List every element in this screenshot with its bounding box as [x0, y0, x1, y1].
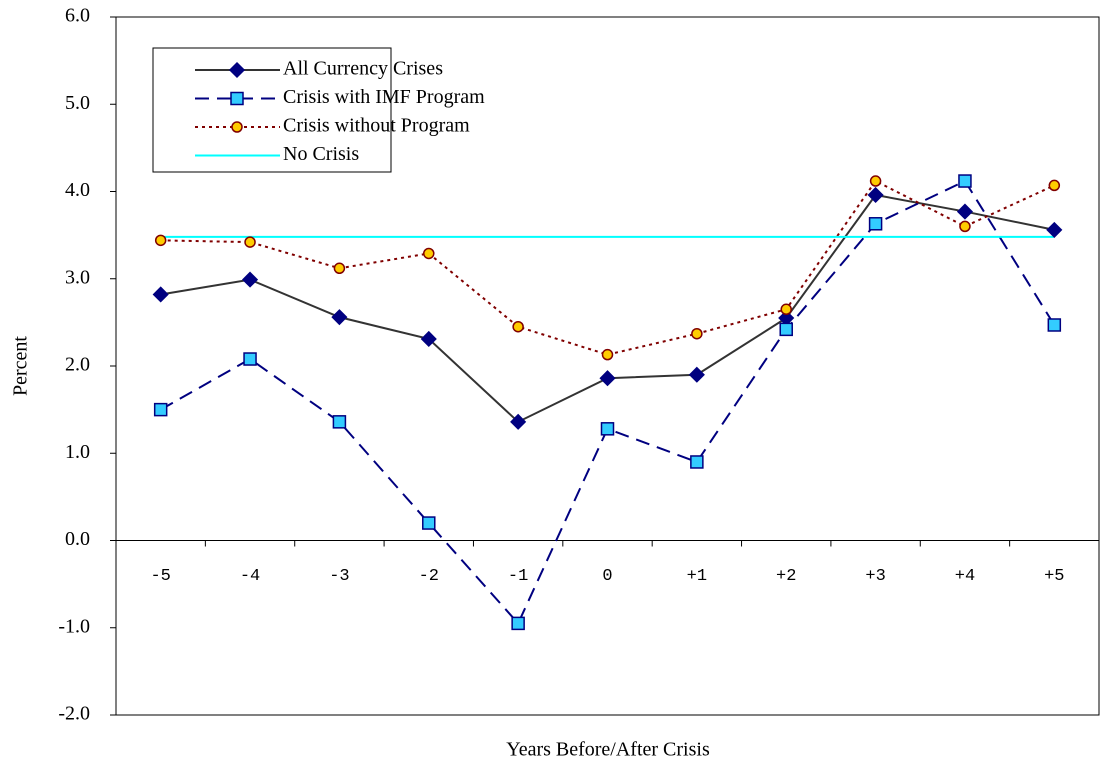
point: [244, 236, 256, 248]
point: [241, 271, 259, 288]
y-tick-label: 2.0: [65, 354, 90, 376]
point: [152, 286, 169, 303]
x-tick-label: -3: [329, 567, 349, 586]
point: [510, 413, 527, 430]
point: [1046, 221, 1063, 238]
y-tick-label: 3.0: [65, 266, 90, 288]
point: [423, 247, 435, 260]
y-tick-label: -2.0: [58, 703, 90, 725]
y-tick-label: 5.0: [65, 92, 90, 114]
x-tick-label: +1: [687, 567, 707, 586]
point: [422, 516, 436, 530]
point: [332, 415, 347, 429]
point: [867, 186, 884, 204]
legend-marker: [230, 91, 244, 106]
point: [420, 330, 437, 348]
x-tick-label: -4: [240, 567, 260, 586]
point: [601, 348, 614, 361]
x-tick-label: 0: [602, 567, 612, 586]
y-tick-label: -1.0: [58, 615, 90, 637]
legend-label: No Crisis: [283, 143, 359, 165]
point: [600, 422, 615, 436]
point: [688, 366, 705, 383]
point: [1048, 179, 1061, 192]
point: [779, 322, 793, 337]
x-tick-label: +5: [1044, 567, 1064, 586]
point: [868, 217, 883, 231]
point: [780, 303, 792, 316]
point: [512, 320, 524, 333]
x-tick-label: -2: [419, 567, 439, 586]
y-tick-label: 0.0: [65, 528, 90, 550]
x-tick-label: +2: [776, 567, 796, 586]
y-tick-label: 6.0: [65, 5, 90, 27]
point: [1047, 318, 1062, 332]
legend-label: Crisis with IMF Program: [283, 86, 485, 108]
point: [511, 616, 525, 631]
x-axis-label: Years Before/After Crisis: [506, 739, 710, 761]
y-axis-label: Percent: [10, 336, 32, 396]
x-tick-label: -1: [508, 567, 528, 586]
point: [599, 370, 616, 387]
point: [154, 234, 167, 247]
legend-marker: [231, 121, 243, 133]
point: [690, 455, 704, 469]
point: [243, 352, 257, 366]
series-line: [160, 179, 1055, 356]
legend-label: Crisis without Program: [283, 115, 470, 137]
x-tick-label: -5: [150, 567, 170, 586]
point: [958, 174, 972, 188]
point: [959, 220, 971, 233]
point: [869, 175, 882, 187]
point: [153, 402, 168, 417]
point: [333, 262, 346, 275]
legend-box: [152, 47, 392, 173]
y-tick-label: 1.0: [65, 441, 90, 463]
x-tick-label: +4: [955, 567, 975, 586]
legend-label: All Currency Crises: [283, 58, 443, 80]
point: [691, 327, 703, 340]
x-tick-label: +3: [865, 567, 885, 586]
legend-marker: [228, 61, 246, 79]
y-tick-label: 4.0: [65, 179, 90, 201]
point: [331, 309, 348, 326]
point: [956, 203, 974, 220]
